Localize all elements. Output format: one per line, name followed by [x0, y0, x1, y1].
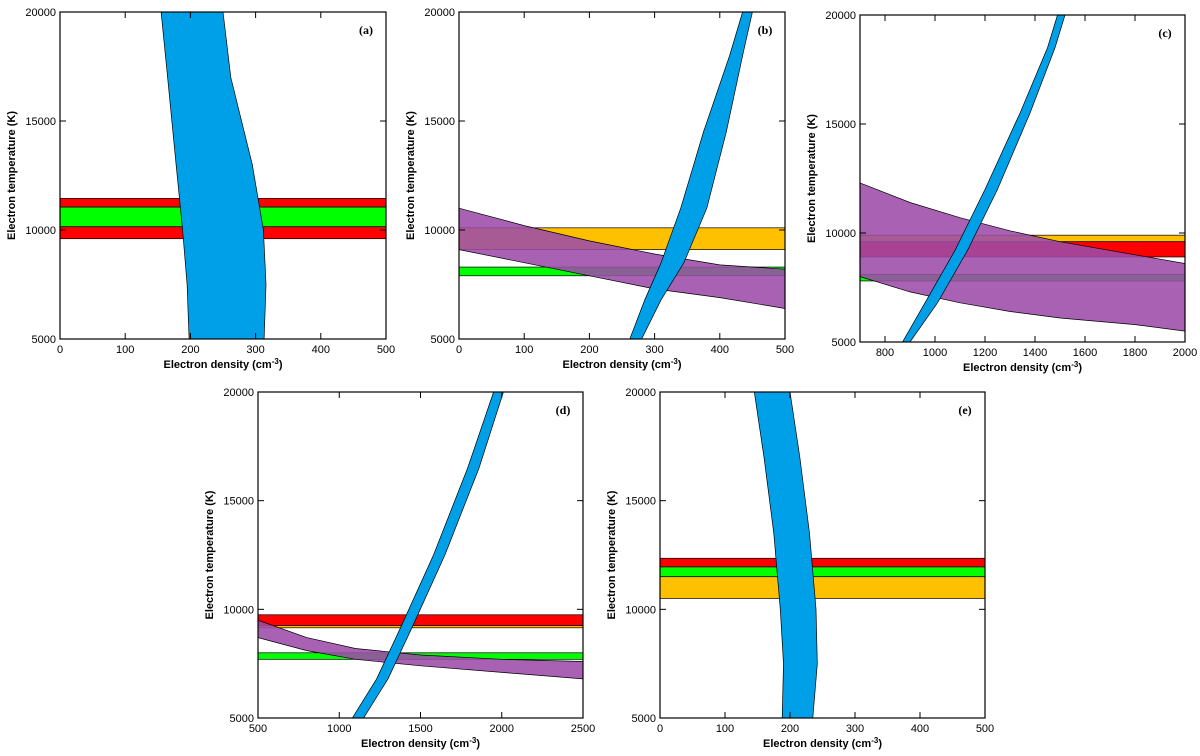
density-diagnostic-region: [753, 392, 818, 718]
panel-label: (b): [758, 23, 773, 37]
y-tick-label: 20000: [825, 10, 856, 22]
density-diagnostic-region: [351, 392, 504, 718]
y-tick-label: 20000: [625, 387, 656, 399]
plot-area: [60, 12, 386, 339]
plot-area: [860, 15, 1185, 342]
x-tick-label: 1400: [1023, 347, 1047, 359]
y-tick-label: 5000: [832, 337, 856, 349]
y-tick-label: 20000: [25, 7, 56, 19]
y-tick-label: 15000: [223, 496, 254, 508]
y-tick-label: 20000: [424, 7, 455, 19]
temperature-diagnostic-region: [258, 619, 583, 680]
x-tick-label: 500: [377, 344, 395, 356]
y-axis-label: Electron temperature (K): [204, 490, 216, 619]
x-tick-label: 300: [846, 723, 864, 735]
x-tick-label: 1800: [1123, 347, 1147, 359]
panel-label: (c): [1158, 26, 1171, 40]
x-tick-label: 500: [776, 344, 794, 356]
panel-a: 0 100 200 300 400 500 5000 10000 15000 20000 Elect…: [6, 7, 395, 371]
x-axis-label: Electron density (cm-3): [963, 360, 1082, 374]
x-tick-label: 400: [711, 344, 729, 356]
y-axis-label: Electron temperature (K): [606, 490, 618, 619]
x-tick-label: 200: [580, 344, 598, 356]
x-tick-label: 2000: [490, 723, 514, 735]
y-tick-label: 5000: [632, 713, 656, 725]
panel-e: 0 100 200 300 400 500 5000 10000 15000 20000 Elect…: [606, 387, 994, 750]
x-tick-label: 400: [911, 723, 929, 735]
panel-d: 500 1000 1500 2000 2500 5000 10000 15000 20000 El…: [204, 387, 595, 750]
y-axis-label: Electron temperature (K): [806, 114, 818, 243]
y-tick-label: 15000: [825, 119, 856, 131]
x-tick-label: 1600: [1073, 347, 1097, 359]
y-tick-label: 5000: [431, 334, 455, 346]
x-tick-label: 0: [657, 723, 663, 735]
plot-area: [258, 392, 583, 718]
plot-frame: [659, 391, 986, 719]
plot-frame: [59, 11, 387, 340]
y-tick-label: 15000: [424, 116, 455, 128]
y-tick-label: 10000: [825, 228, 856, 240]
y-tick-label: 10000: [424, 225, 455, 237]
temperature-diagnostic-region: [860, 182, 1185, 332]
orange-band: [660, 576, 985, 599]
x-tick-label: 1500: [408, 723, 432, 735]
y-tick-label: 5000: [230, 713, 254, 725]
x-tick-label: 500: [249, 723, 267, 735]
plot-area: [660, 392, 985, 718]
x-tick-label: 200: [781, 723, 799, 735]
x-tick-label: 2000: [1173, 347, 1197, 359]
y-axis-label: Electron temperature (K): [6, 111, 18, 240]
x-axis-label: Electron density (cm-3): [164, 357, 283, 371]
panel-b: 0 100 200 300 400 500 5000 10000 15000 20000 Elect…: [405, 7, 794, 371]
x-tick-label: 500: [976, 723, 994, 735]
x-axis-label: Electron density (cm-3): [361, 736, 480, 750]
red-band: [660, 557, 985, 568]
y-tick-label: 10000: [25, 225, 56, 237]
density-diagnostic-region: [902, 15, 1066, 342]
plot-frame: [859, 14, 1186, 343]
panel-c: 800 1000 1200 1400 1600 1800 2000 5000 10000 1500…: [806, 10, 1197, 374]
temperature-diagnostic-region: [459, 207, 785, 309]
x-tick-label: 1000: [327, 723, 351, 735]
x-tick-label: 400: [312, 344, 330, 356]
y-tick-label: 15000: [25, 116, 56, 128]
x-tick-label: 100: [716, 723, 734, 735]
x-tick-label: 100: [515, 344, 533, 356]
x-tick-label: 100: [116, 344, 134, 356]
plot-area: [459, 12, 785, 339]
panel-label: (d): [556, 403, 571, 417]
green-band: [660, 566, 985, 578]
y-tick-label: 10000: [625, 604, 656, 616]
x-tick-label: 300: [246, 344, 264, 356]
x-tick-label: 300: [645, 344, 663, 356]
x-tick-label: 0: [456, 344, 462, 356]
panel-label: (a): [359, 23, 373, 37]
red-band: [258, 614, 583, 626]
density-diagnostic-region: [629, 12, 753, 339]
y-tick-label: 20000: [223, 387, 254, 399]
x-tick-label: 0: [57, 344, 63, 356]
y-tick-label: 5000: [32, 334, 56, 346]
y-tick-label: 10000: [223, 604, 254, 616]
y-axis-label: Electron temperature (K): [405, 111, 417, 240]
x-tick-label: 800: [876, 347, 894, 359]
x-tick-label: 200: [181, 344, 199, 356]
x-tick-label: 1200: [973, 347, 997, 359]
x-axis-label: Electron density (cm-3): [563, 357, 682, 371]
density-diagnostic-region: [160, 12, 267, 339]
x-tick-label: 1000: [923, 347, 947, 359]
x-tick-label: 2500: [571, 723, 595, 735]
plot-frame: [458, 11, 786, 340]
panel-label: (e): [958, 403, 971, 417]
x-axis-label: Electron density (cm-3): [763, 736, 882, 750]
y-tick-label: 15000: [625, 496, 656, 508]
